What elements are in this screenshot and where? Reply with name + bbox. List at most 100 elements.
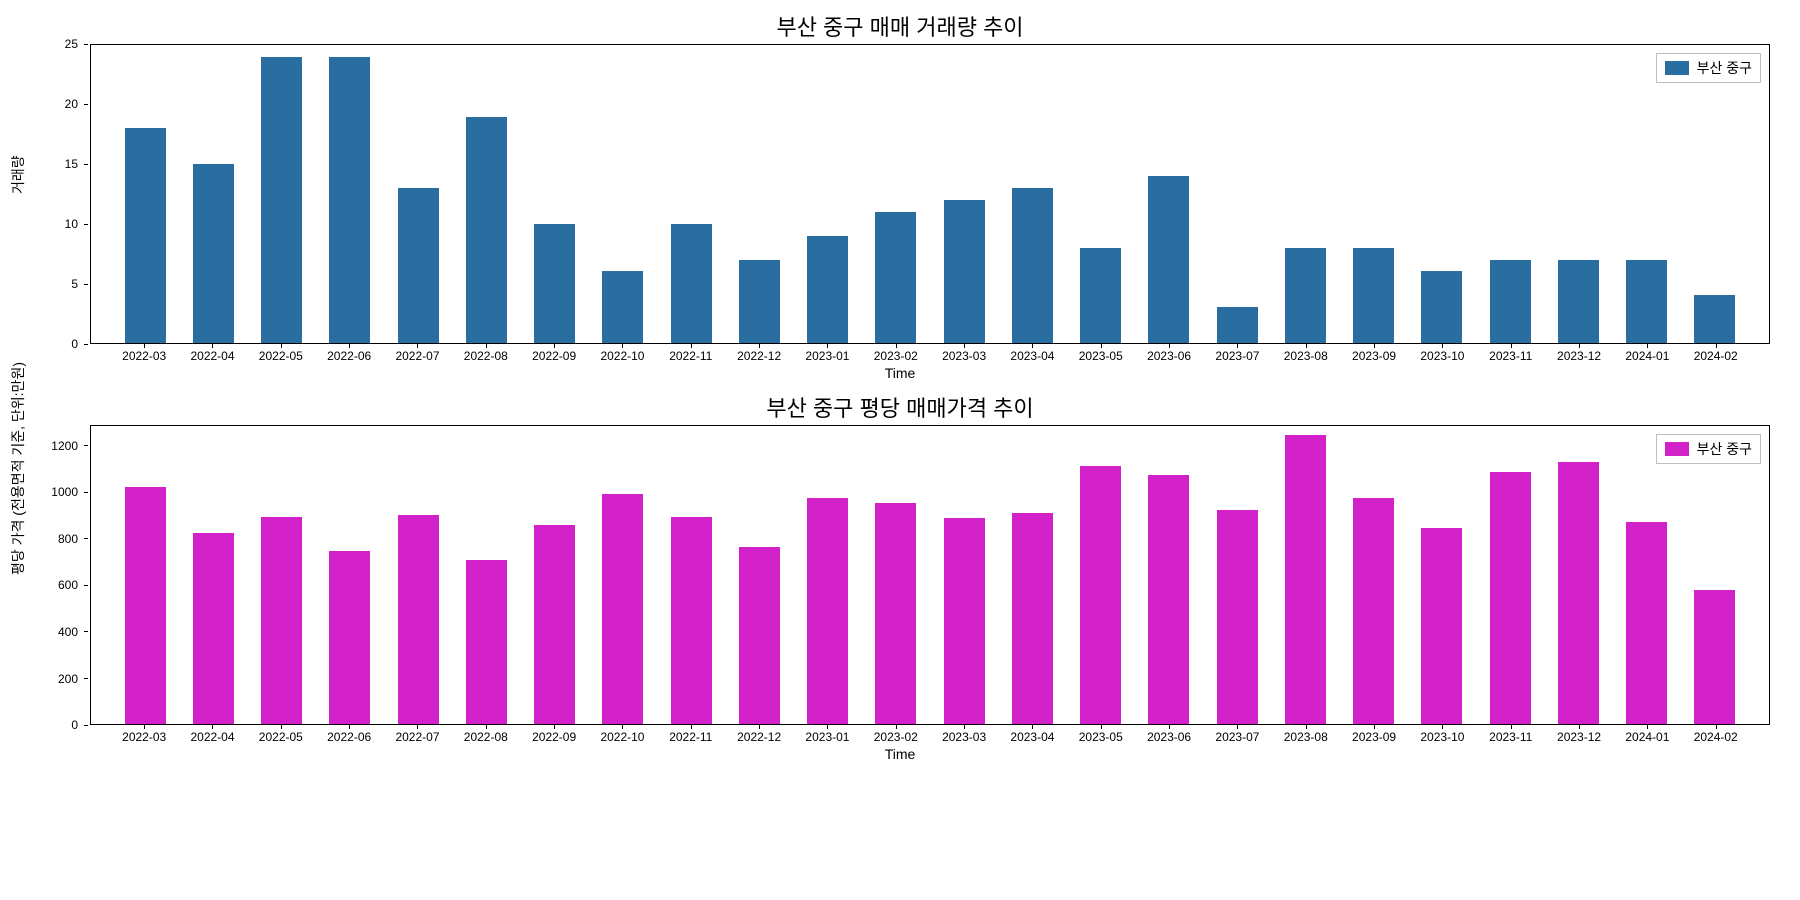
x-tick: 2023-03 [930,725,998,744]
bar [466,117,507,343]
y-tick-label: 20 [65,97,84,111]
bar-slot [725,426,793,724]
chart1-legend: 부산 중구 [1656,53,1761,83]
bar [261,517,302,724]
x-tick: 2023-12 [1545,725,1613,744]
x-tick: 2023-01 [793,725,861,744]
bar [602,271,643,343]
bar-slot [862,426,930,724]
x-tick: 2022-05 [247,725,315,744]
bar [1490,472,1531,724]
x-tick: 2022-04 [178,725,246,744]
bar-slot [794,426,862,724]
y-tick-label: 800 [58,532,84,546]
x-tick: 2023-03 [930,344,998,363]
y-tick: 800 [58,532,88,546]
x-tick: 2023-10 [1408,344,1476,363]
bar [1558,260,1599,343]
bar-slot [1135,426,1203,724]
x-tick: 2022-04 [178,344,246,363]
y-tick: 10 [65,217,88,231]
bar [1353,498,1394,724]
bar [398,515,439,724]
x-tick: 2023-02 [862,344,930,363]
bar-slot [1067,45,1135,343]
x-tick: 2022-03 [110,725,178,744]
bar-slot [589,45,657,343]
bar-slot [1340,426,1408,724]
bar [1012,188,1053,343]
bar-slot [452,45,520,343]
y-tick: 25 [65,37,88,51]
bar-slot [1135,45,1203,343]
bar-slot [1203,45,1271,343]
price-chart: 부산 중구 평당 매매가격 추이 평당 가격 (전용면적 기준, 단위:만원) … [20,391,1780,762]
bar [1421,271,1462,343]
x-tick: 2022-10 [588,725,656,744]
x-tick: 2023-09 [1340,344,1408,363]
y-tick-label: 600 [58,578,84,592]
chart1-xlabel: Time [20,365,1780,381]
bar-slot [1476,426,1544,724]
bar-slot [1613,426,1681,724]
bar [1285,435,1326,724]
y-tick-label: 400 [58,625,84,639]
bar-slot [248,45,316,343]
y-tick: 200 [58,672,88,686]
bar-slot [179,426,247,724]
bar [534,224,575,343]
chart1-bars [91,45,1769,343]
bar [739,260,780,343]
x-tick: 2024-02 [1682,725,1750,744]
y-tick-label: 10 [65,217,84,231]
y-tick-label: 1200 [51,439,84,453]
y-tick-label: 0 [71,337,84,351]
chart2-x-ticks: 2022-032022-042022-052022-062022-072022-… [90,725,1770,744]
x-tick: 2023-04 [998,344,1066,363]
bar-slot [1681,45,1749,343]
bar [944,200,985,343]
x-tick: 2023-02 [862,725,930,744]
x-tick: 2024-01 [1613,344,1681,363]
bar-slot [998,426,1066,724]
x-tick: 2022-06 [315,344,383,363]
bar [1217,307,1258,343]
bar [739,547,780,724]
x-tick: 2023-05 [1067,344,1135,363]
x-tick: 2023-04 [998,725,1066,744]
bar [193,533,234,724]
bar [1217,510,1258,724]
x-tick: 2023-12 [1545,344,1613,363]
bar-slot [521,45,589,343]
bar-slot [725,45,793,343]
x-tick: 2022-11 [657,344,725,363]
bar [1080,466,1121,724]
bar-slot [1544,426,1612,724]
x-tick: 2023-08 [1272,344,1340,363]
bar [329,57,370,343]
bar-slot [384,45,452,343]
bar [1626,260,1667,343]
bar-slot [1271,426,1339,724]
bar-slot [1067,426,1135,724]
bar-slot [930,45,998,343]
y-tick: 5 [71,277,88,291]
bar [1490,260,1531,343]
x-tick: 2023-08 [1272,725,1340,744]
bar [1694,590,1735,724]
bar [1421,528,1462,724]
y-tick: 20 [65,97,88,111]
chart1-x-ticks: 2022-032022-042022-052022-062022-072022-… [90,344,1770,363]
chart2-legend-swatch [1665,442,1689,456]
bar-slot [1613,45,1681,343]
chart1-legend-label: 부산 중구 [1697,58,1752,78]
bar [807,236,848,343]
x-tick: 2023-07 [1203,344,1271,363]
x-tick: 2023-06 [1135,344,1203,363]
bar [1148,176,1189,343]
bar [671,224,712,343]
bar [944,518,985,724]
bar [807,498,848,724]
y-tick-label: 15 [65,157,84,171]
x-tick: 2023-11 [1477,344,1545,363]
